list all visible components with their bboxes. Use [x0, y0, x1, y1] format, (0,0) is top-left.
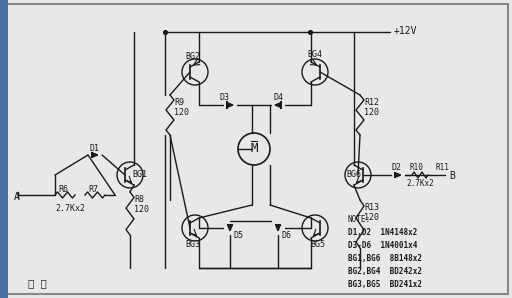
Text: 2.7Kx2: 2.7Kx2 — [55, 204, 85, 213]
Circle shape — [182, 215, 208, 241]
Text: BG2: BG2 — [185, 52, 200, 61]
Text: D3-D6  1N4001x4: D3-D6 1N4001x4 — [348, 241, 417, 250]
Text: D4: D4 — [274, 93, 284, 102]
Text: BG4: BG4 — [307, 50, 322, 59]
Polygon shape — [92, 153, 98, 157]
Circle shape — [238, 133, 270, 165]
Text: 120: 120 — [364, 108, 379, 117]
Text: BG2,BG4  BD242x2: BG2,BG4 BD242x2 — [348, 267, 422, 276]
Circle shape — [117, 162, 143, 188]
Text: R10: R10 — [410, 163, 424, 172]
FancyBboxPatch shape — [0, 0, 8, 298]
Text: +12V: +12V — [394, 26, 417, 36]
Polygon shape — [227, 103, 233, 107]
Text: D5: D5 — [233, 231, 243, 240]
Text: M: M — [250, 142, 258, 156]
Text: 2.7Kx2: 2.7Kx2 — [406, 179, 434, 188]
Text: B: B — [449, 171, 455, 181]
Text: R12: R12 — [364, 98, 379, 107]
Polygon shape — [395, 173, 401, 177]
Text: R9: R9 — [174, 98, 184, 107]
Text: NOTE:: NOTE: — [348, 215, 371, 224]
Text: BG1,BG6  8B148x2: BG1,BG6 8B148x2 — [348, 254, 422, 263]
Text: BG3,BG5  BD241x2: BG3,BG5 BD241x2 — [348, 280, 422, 289]
Text: D3: D3 — [220, 93, 230, 102]
Circle shape — [182, 59, 208, 85]
Text: BG1: BG1 — [132, 170, 147, 179]
Text: 120: 120 — [174, 108, 189, 117]
Text: R13: R13 — [364, 203, 379, 212]
Text: R7: R7 — [88, 185, 98, 194]
Text: D1: D1 — [89, 144, 99, 153]
Text: BG5: BG5 — [310, 240, 325, 249]
Text: R11: R11 — [436, 163, 450, 172]
Text: R6: R6 — [58, 185, 68, 194]
Circle shape — [302, 59, 328, 85]
Polygon shape — [275, 103, 281, 107]
Circle shape — [302, 215, 328, 241]
Text: A: A — [14, 192, 20, 202]
Polygon shape — [276, 225, 280, 231]
Text: D1,D2  1N4148x2: D1,D2 1N4148x2 — [348, 228, 417, 237]
Text: D2: D2 — [392, 163, 402, 172]
Text: 图 五: 图 五 — [28, 278, 47, 288]
Text: BG3: BG3 — [185, 240, 200, 249]
Text: 120: 120 — [364, 213, 379, 222]
Polygon shape — [228, 225, 232, 231]
Text: R8: R8 — [134, 195, 144, 204]
Text: D6: D6 — [281, 231, 291, 240]
Text: 120: 120 — [134, 205, 149, 214]
Text: BG6: BG6 — [346, 170, 361, 179]
Circle shape — [345, 162, 371, 188]
